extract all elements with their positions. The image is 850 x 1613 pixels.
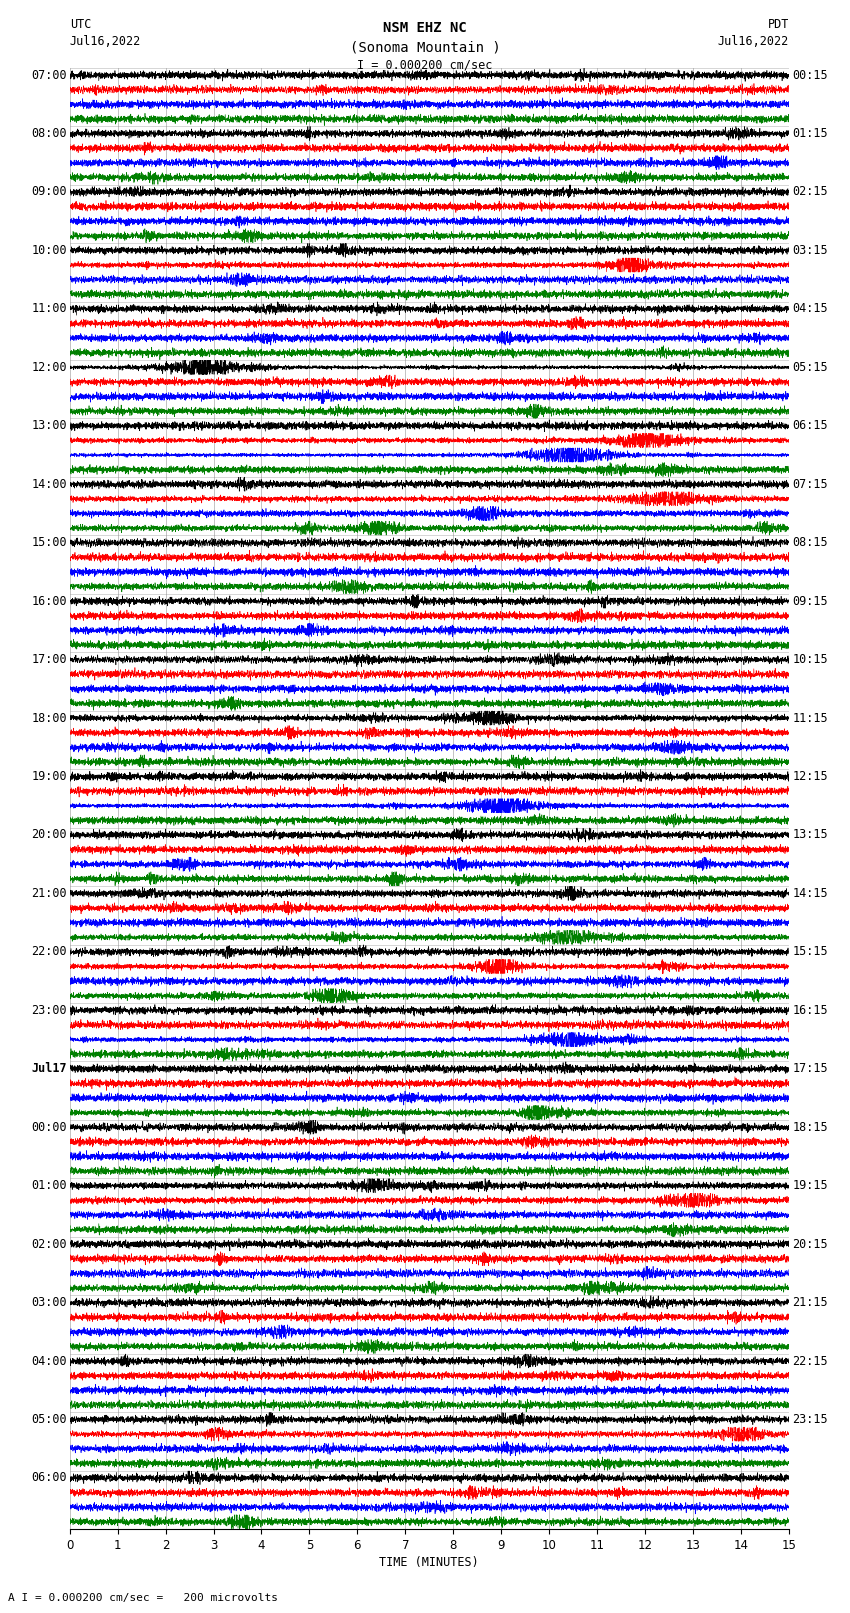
Text: Jul17: Jul17 [31, 1063, 67, 1076]
Text: 01:00: 01:00 [31, 1179, 67, 1192]
Text: 18:15: 18:15 [792, 1121, 828, 1134]
X-axis label: TIME (MINUTES): TIME (MINUTES) [379, 1557, 479, 1569]
Text: 19:15: 19:15 [792, 1179, 828, 1192]
Text: 12:00: 12:00 [31, 361, 67, 374]
Text: 16:15: 16:15 [792, 1003, 828, 1016]
Text: 16:00: 16:00 [31, 595, 67, 608]
Text: 01:15: 01:15 [792, 127, 828, 140]
Text: 12:15: 12:15 [792, 769, 828, 782]
Text: 18:00: 18:00 [31, 711, 67, 724]
Text: A I = 0.000200 cm/sec =   200 microvolts: A I = 0.000200 cm/sec = 200 microvolts [8, 1594, 279, 1603]
Text: 20:00: 20:00 [31, 829, 67, 842]
Text: 11:00: 11:00 [31, 302, 67, 316]
Text: 06:00: 06:00 [31, 1471, 67, 1484]
Text: 10:15: 10:15 [792, 653, 828, 666]
Text: 20:15: 20:15 [792, 1237, 828, 1250]
Text: (Sonoma Mountain ): (Sonoma Mountain ) [349, 40, 501, 55]
Text: 03:15: 03:15 [792, 244, 828, 256]
Text: 10:00: 10:00 [31, 244, 67, 256]
Text: I = 0.000200 cm/sec: I = 0.000200 cm/sec [357, 58, 493, 71]
Text: PDT: PDT [768, 18, 789, 31]
Text: 00:15: 00:15 [792, 69, 828, 82]
Text: 07:15: 07:15 [792, 477, 828, 490]
Text: 19:00: 19:00 [31, 769, 67, 782]
Text: 02:15: 02:15 [792, 185, 828, 198]
Text: 05:00: 05:00 [31, 1413, 67, 1426]
Text: 11:15: 11:15 [792, 711, 828, 724]
Text: 04:00: 04:00 [31, 1355, 67, 1368]
Text: 22:15: 22:15 [792, 1355, 828, 1368]
Text: 23:15: 23:15 [792, 1413, 828, 1426]
Text: 03:00: 03:00 [31, 1297, 67, 1310]
Text: NSM EHZ NC: NSM EHZ NC [383, 21, 467, 35]
Text: 13:00: 13:00 [31, 419, 67, 432]
Text: 21:15: 21:15 [792, 1297, 828, 1310]
Text: Jul16,2022: Jul16,2022 [717, 35, 789, 48]
Text: 22:00: 22:00 [31, 945, 67, 958]
Text: 17:15: 17:15 [792, 1063, 828, 1076]
Text: 14:15: 14:15 [792, 887, 828, 900]
Text: UTC: UTC [70, 18, 91, 31]
Text: 14:00: 14:00 [31, 477, 67, 490]
Text: 06:15: 06:15 [792, 419, 828, 432]
Text: 21:00: 21:00 [31, 887, 67, 900]
Text: 00:00: 00:00 [31, 1121, 67, 1134]
Text: 15:00: 15:00 [31, 536, 67, 548]
Text: 15:15: 15:15 [792, 945, 828, 958]
Text: 08:00: 08:00 [31, 127, 67, 140]
Text: 23:00: 23:00 [31, 1003, 67, 1016]
Text: 02:00: 02:00 [31, 1237, 67, 1250]
Text: 04:15: 04:15 [792, 302, 828, 316]
Text: 05:15: 05:15 [792, 361, 828, 374]
Text: 08:15: 08:15 [792, 536, 828, 548]
Text: Jul16,2022: Jul16,2022 [70, 35, 141, 48]
Text: 09:15: 09:15 [792, 595, 828, 608]
Text: 09:00: 09:00 [31, 185, 67, 198]
Text: 07:00: 07:00 [31, 69, 67, 82]
Text: 17:00: 17:00 [31, 653, 67, 666]
Text: 13:15: 13:15 [792, 829, 828, 842]
